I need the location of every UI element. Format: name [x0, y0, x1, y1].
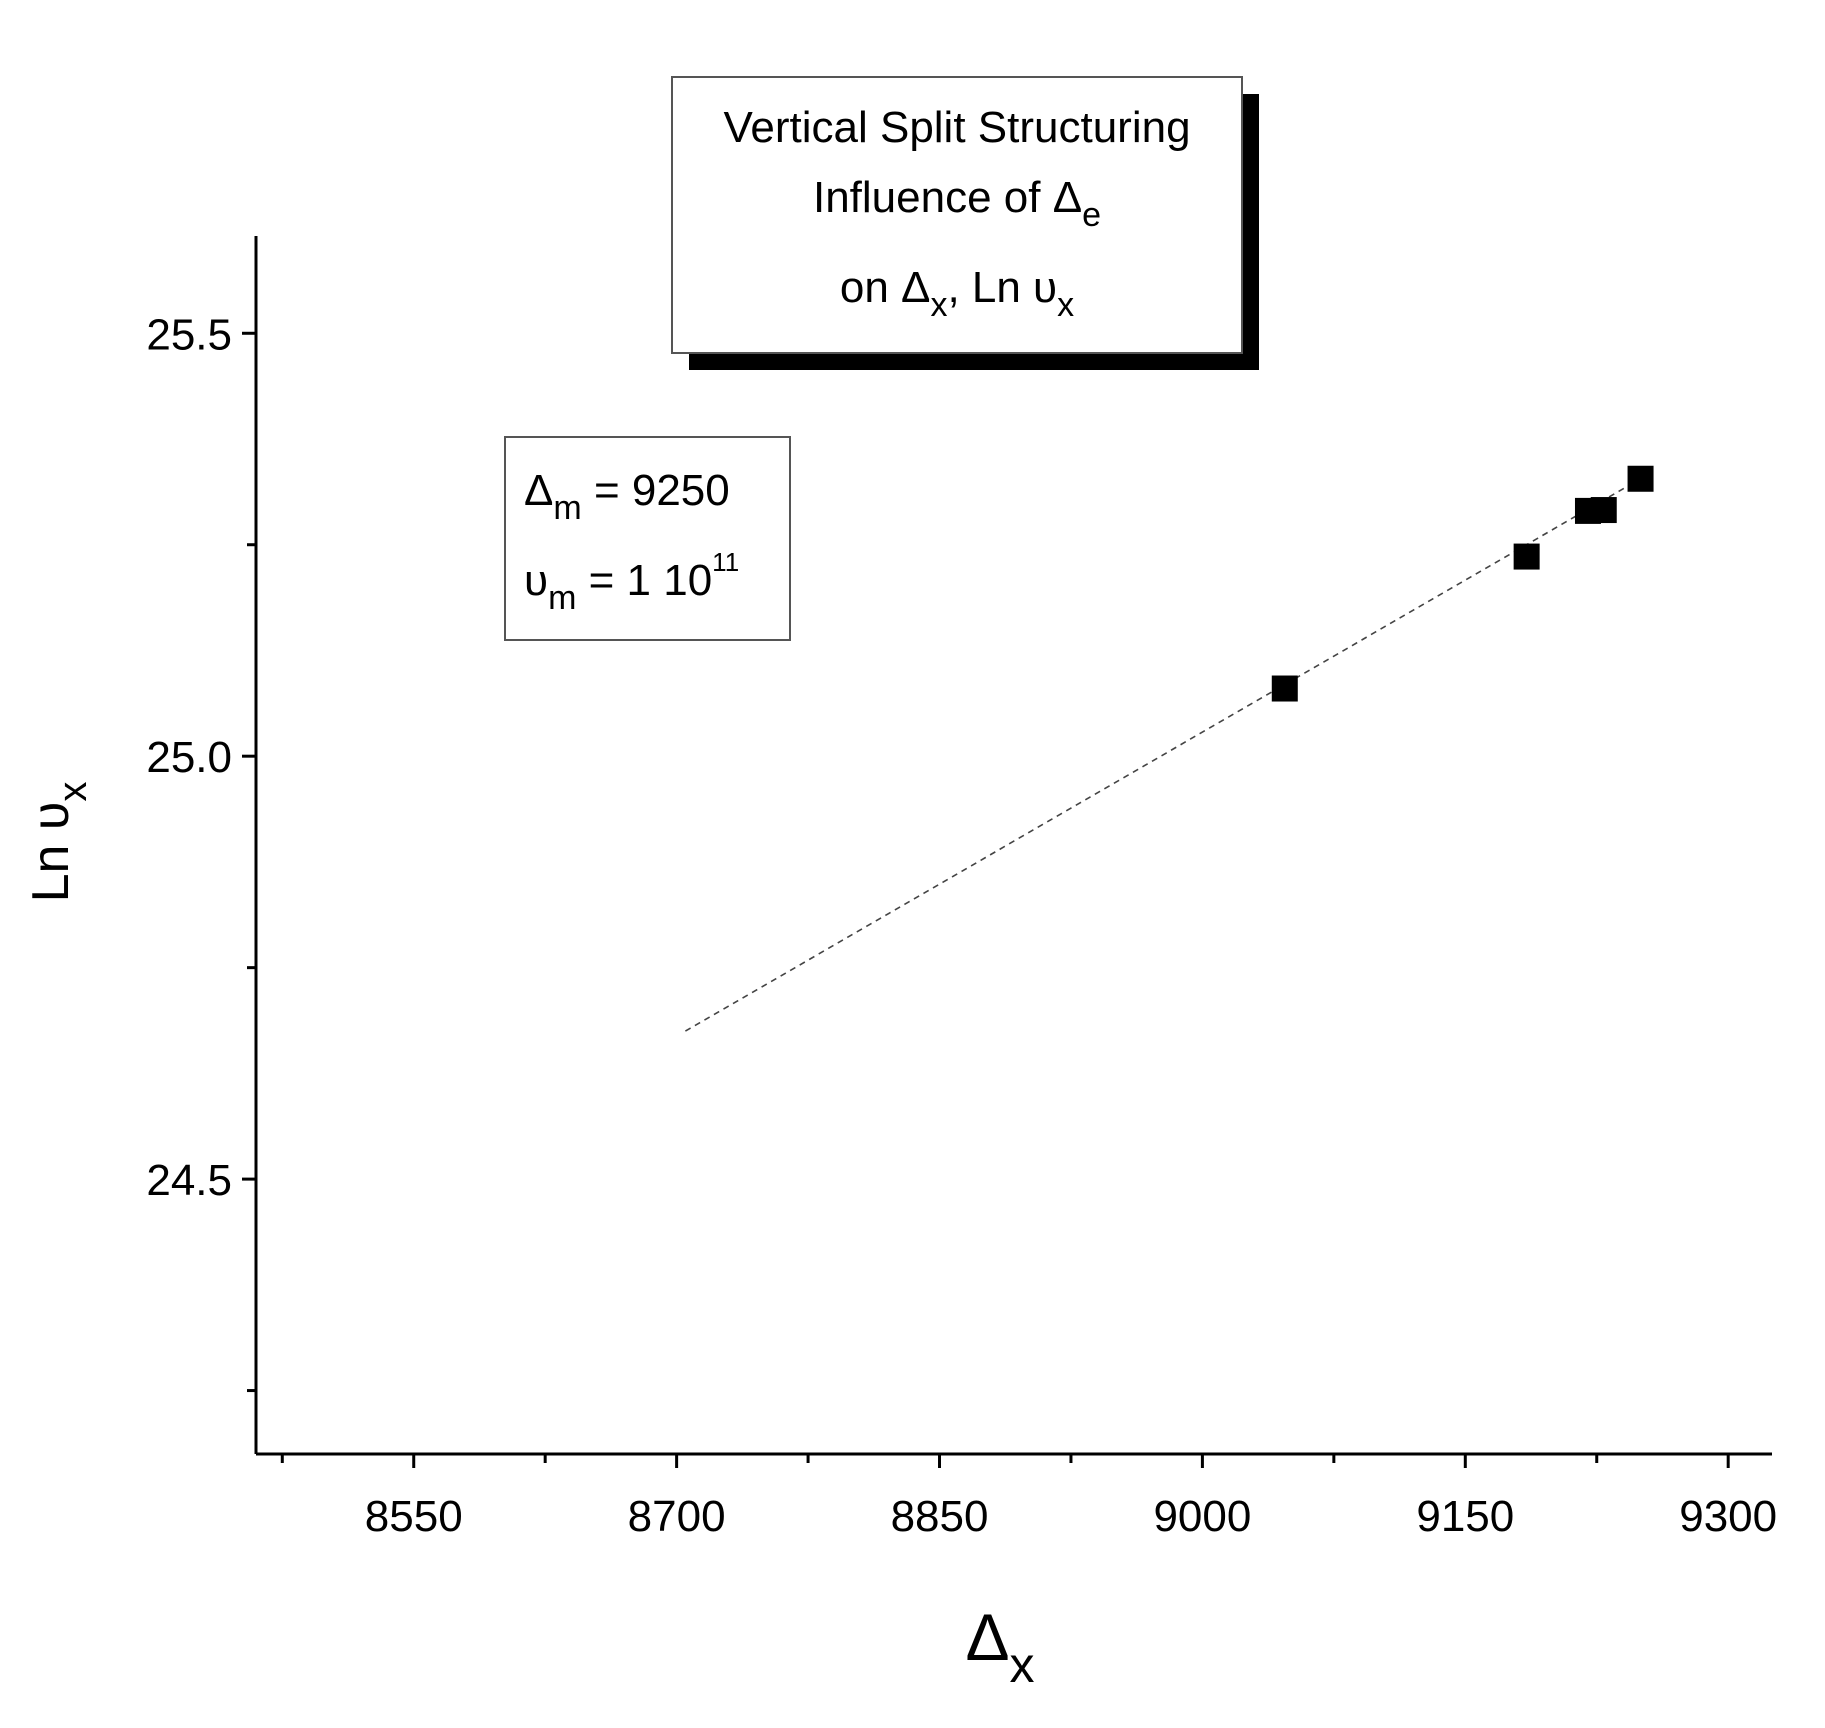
y-axis-label: Ln υx — [22, 782, 95, 903]
fit-line — [684, 478, 1641, 1032]
data-points — [1271, 465, 1654, 702]
y-tick-label: 25.5 — [146, 310, 232, 359]
data-point — [1590, 497, 1617, 524]
x-tick-label: 8700 — [628, 1492, 726, 1541]
x-tick-label: 9000 — [1153, 1492, 1251, 1541]
title-box-frame — [671, 76, 1243, 354]
x-tick-label: 8550 — [365, 1492, 463, 1541]
info-line-1: Δm = 9250 — [524, 466, 730, 527]
data-point — [1513, 543, 1540, 570]
x-axis-label: Δx — [965, 1600, 1034, 1693]
y-tick-label: 25.0 — [146, 733, 232, 782]
title-line-2: Influence of Δe — [813, 173, 1101, 234]
x-tick-label: 9150 — [1416, 1492, 1514, 1541]
info-box-frame — [504, 436, 791, 641]
x-tick-label: 8850 — [891, 1492, 989, 1541]
y-tick-label: 24.5 — [146, 1156, 232, 1205]
x-axis-ticks: 8550 8700 8850 9000 9150 9300 — [280, 1454, 1777, 1541]
title-box: Vertical Split Structuring Influence of … — [671, 76, 1259, 370]
data-point — [1271, 675, 1298, 702]
x-tick-label: 9300 — [1679, 1492, 1777, 1541]
title-line-3: on Δx, Ln υx — [840, 263, 1074, 324]
title-line-1: Vertical Split Structuring — [723, 103, 1190, 152]
data-point — [1627, 465, 1654, 492]
fit-line-layer — [684, 478, 1641, 1032]
info-box: Δm = 9250 υm = 1 1011 — [504, 436, 791, 641]
info-line-2: υm = 1 1011 — [524, 547, 739, 617]
y-axis-ticks: 24.5 25.0 25.5 — [146, 310, 256, 1393]
